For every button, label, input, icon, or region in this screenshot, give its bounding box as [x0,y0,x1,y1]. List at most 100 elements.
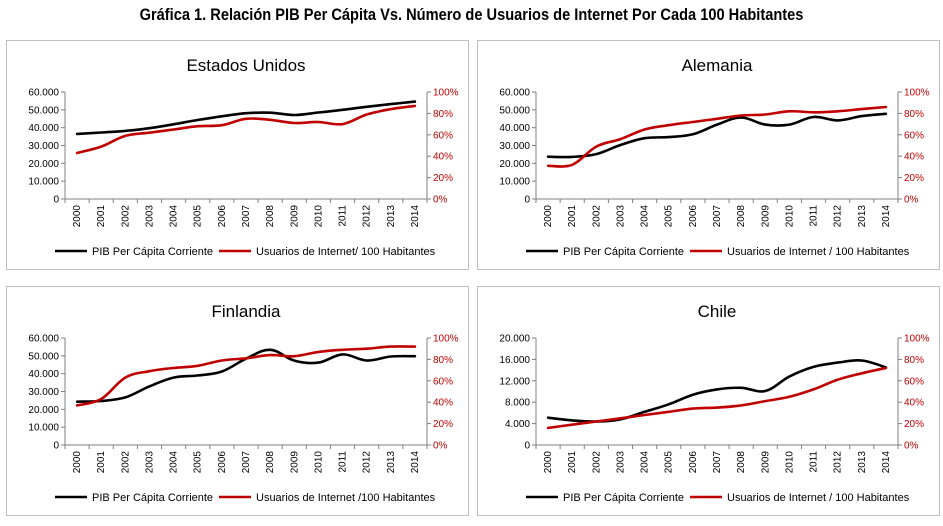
internet-users-point [812,388,815,391]
internet-users-point [365,347,368,350]
x-tick-label: 2001 [567,205,578,228]
y-tick-label: 40.000 [28,123,59,134]
internet-users-point [692,121,694,123]
chart-title: Chile [698,302,737,321]
x-tick-label: 2012 [362,205,373,228]
x-tick-label: 2010 [784,451,795,474]
x-tick-label: 2003 [615,205,626,228]
internet-users-point [836,378,839,381]
internet-users-point [245,357,247,360]
internet-users-point [885,367,887,369]
x-tick-label: 2004 [169,205,180,228]
x-tick-label: 2007 [241,205,252,228]
x-tick-label: 2014 [881,451,892,474]
x-tick-label: 2012 [833,205,844,228]
internet-users-point [245,118,247,120]
x-tick-label: 2009 [289,451,300,474]
internet-users-point [861,372,863,375]
internet-users-point [100,145,102,148]
internet-users-point [643,414,646,416]
y-tick-label: 60.000 [499,88,530,99]
gdp-per-capita-point [547,416,549,419]
chart-title: Alemania [682,56,753,75]
x-tick-label: 2012 [362,451,373,474]
x-tick-label: 2009 [760,451,771,474]
x-tick-label: 2006 [688,451,699,474]
x-tick-label: 2004 [640,205,651,228]
y2-tick-label: 60% [433,130,453,141]
y-tick-label: 60.000 [28,334,59,345]
y2-tick-label: 20% [904,419,924,430]
x-tick-label: 2001 [96,451,107,474]
internet-users-point [124,135,127,137]
x-tick-label: 2007 [712,451,723,474]
gdp-per-capita-point [885,113,887,115]
page-title: Gráfica 1. Relación PIB Per Cápita Vs. N… [139,5,804,24]
internet-users-point [595,420,598,423]
x-tick-label: 2008 [736,205,747,228]
gdp-per-capita-point [414,100,416,103]
internet-users-point [317,351,320,353]
internet-users-point [172,367,175,369]
gdp-per-capita-line [546,358,888,423]
gdp-per-capita-point [148,127,151,129]
gdp-per-capita-point [341,109,344,111]
x-tick-label: 2012 [833,451,844,474]
y-tick-label: 16.000 [499,355,530,366]
y2-tick-label: 0% [433,195,448,206]
y-tick-label: 0 [53,195,59,206]
internet-users-point [293,355,296,357]
internet-users-point [172,128,175,131]
x-tick-label: 2004 [169,451,180,474]
internet-users-point [667,411,670,413]
internet-users-point [885,106,887,108]
internet-users-point [100,398,102,400]
y2-tick-label: 0% [904,441,919,452]
gdp-per-capita-point [812,366,815,368]
internet-users-point [836,110,839,113]
internet-users-point [788,396,791,398]
internet-users-point [667,124,670,126]
x-tick-label: 2014 [410,451,421,474]
legend-gdp-label: PIB Per Cápita Corriente [563,492,684,504]
x-tick-label: 2009 [289,205,300,228]
x-tick-label: 2007 [712,205,723,228]
y-tick-label: 10.000 [499,177,530,188]
y-tick-label: 20.000 [28,405,59,416]
gdp-per-capita-point [836,119,839,122]
x-tick-label: 2002 [591,205,602,228]
gdp-per-capita-point [716,123,718,126]
internet-users-line [546,366,888,430]
y-tick-label: 40.000 [28,369,59,380]
gdp-per-capita-point [341,353,344,356]
y-tick-label: 50.000 [28,105,59,116]
gdp-per-capita-point [861,359,863,362]
gdp-per-capita-point [692,393,694,396]
gdp-per-capita-point [692,133,694,136]
internet-users-point [643,128,646,131]
x-tick-label: 2005 [193,205,204,228]
internet-users-point [365,113,368,116]
y2-tick-label: 60% [904,376,924,387]
x-tick-label: 2010 [784,205,795,228]
internet-users-point [547,427,549,429]
x-tick-label: 2002 [120,451,131,474]
chart-title: Finlandia [212,302,282,321]
y-tick-label: 0 [524,441,530,452]
chart-panel-chile: Chile 0 4.000 8.000 12.000 16.000 20.000 0% 20% 4… [477,286,940,516]
x-tick-label: 2011 [338,451,349,473]
gdp-per-capita-point [861,115,863,117]
x-tick-label: 2013 [857,205,868,228]
gdp-per-capita-point [788,123,791,126]
y-tick-label: 0 [53,441,59,452]
gdp-per-capita-point [317,361,320,364]
y2-tick-label: 80% [904,109,924,120]
y2-tick-label: 20% [904,173,924,184]
internet-users-point [716,118,718,120]
gdp-per-capita-point [172,123,175,126]
gdp-per-capita-point [390,355,392,358]
internet-users-point [764,400,767,402]
y2-tick-label: 100% [433,334,459,345]
gdp-per-capita-point [740,387,742,389]
y-tick-label: 30.000 [28,387,59,398]
